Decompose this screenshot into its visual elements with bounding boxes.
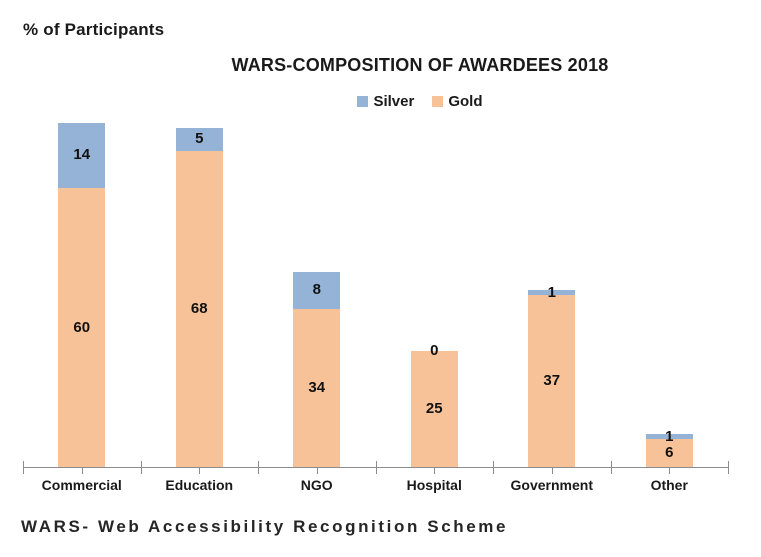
x-tick-boundary — [610, 461, 612, 474]
legend-label-silver: Silver — [373, 93, 415, 110]
bar-segment-gold — [58, 188, 106, 467]
bar-value-label-gold: 34 — [308, 378, 326, 396]
bar-segment-silver — [645, 434, 693, 440]
x-axis-label-commercial: Commercial — [41, 477, 122, 493]
bar-group-commercial: 60 14 — [58, 95, 106, 467]
x-axis-labels: Commercial Education NGO Hospital Government… — [23, 477, 728, 497]
bar-segment-gold — [645, 439, 693, 467]
x-tick-boundary — [258, 461, 259, 474]
bar-group-government: 37 1 — [528, 95, 576, 467]
gold-swatch-icon — [432, 96, 444, 107]
bar-segment-gold — [528, 294, 576, 467]
bar-value-label-silver: 1 — [665, 427, 674, 445]
x-axis-label-education: Education — [165, 477, 234, 493]
bar-segment-gold — [410, 350, 458, 467]
bar-segment-silver — [528, 290, 576, 295]
bar-value-label-silver: 5 — [195, 130, 204, 148]
x-tick-center — [551, 467, 553, 474]
caption: WARS- Web Accessibility Recognition Sche… — [21, 517, 509, 536]
bar-segment-silver — [293, 271, 341, 309]
bar-segment-silver — [58, 122, 106, 188]
legend-label-gold: Gold — [448, 93, 483, 110]
x-tick-boundary — [375, 461, 377, 474]
x-axis-label-other: Other — [650, 477, 688, 493]
bar-value-label-silver: 8 — [312, 281, 321, 299]
chart-title: WARS-COMPOSITION OF AWARDEES 2018 — [231, 55, 609, 75]
bar-value-label-silver: 14 — [73, 146, 91, 164]
silver-swatch-icon — [357, 96, 369, 107]
bar-group-ngo: 34 8 — [293, 95, 341, 467]
legend: Silver Gold — [160, 93, 680, 110]
bar-value-label-gold: 60 — [73, 318, 91, 336]
bar-value-label-gold: 37 — [543, 371, 561, 389]
x-tick-center — [81, 467, 83, 474]
bar-segment-silver — [175, 127, 223, 151]
legend-item-silver: Silver — [357, 93, 414, 110]
x-tick-center — [199, 467, 201, 474]
plot-area: 60 14 68 5 34 8 25 0 37 1 6 1 — [23, 95, 728, 467]
bar-group-hospital: 25 0 — [410, 95, 458, 467]
legend-item-gold: Gold — [432, 93, 483, 110]
bar-value-label-silver: 0 — [430, 341, 439, 359]
x-axis-label-ngo: NGO — [300, 477, 333, 493]
x-tick-center — [316, 467, 318, 474]
x-tick-center — [669, 467, 671, 474]
bar-value-label-gold: 25 — [425, 399, 443, 417]
x-axis-label-government: Government — [510, 477, 593, 493]
x-tick-boundary — [728, 461, 729, 474]
bar-value-label-silver: 1 — [547, 283, 556, 301]
y-axis-title: % of Participants — [23, 20, 165, 39]
x-tick-boundary — [23, 461, 24, 474]
x-tick-center — [434, 467, 436, 474]
x-tick-boundary — [493, 461, 494, 474]
x-tick-boundary — [140, 461, 142, 474]
bar-value-label-gold: 6 — [665, 444, 674, 462]
bar-value-label-gold: 68 — [190, 299, 208, 317]
bar-group-education: 68 5 — [175, 95, 223, 467]
bar-segment-gold — [293, 308, 341, 467]
bar-segment-gold — [175, 150, 223, 467]
x-axis-label-hospital: Hospital — [406, 477, 462, 493]
